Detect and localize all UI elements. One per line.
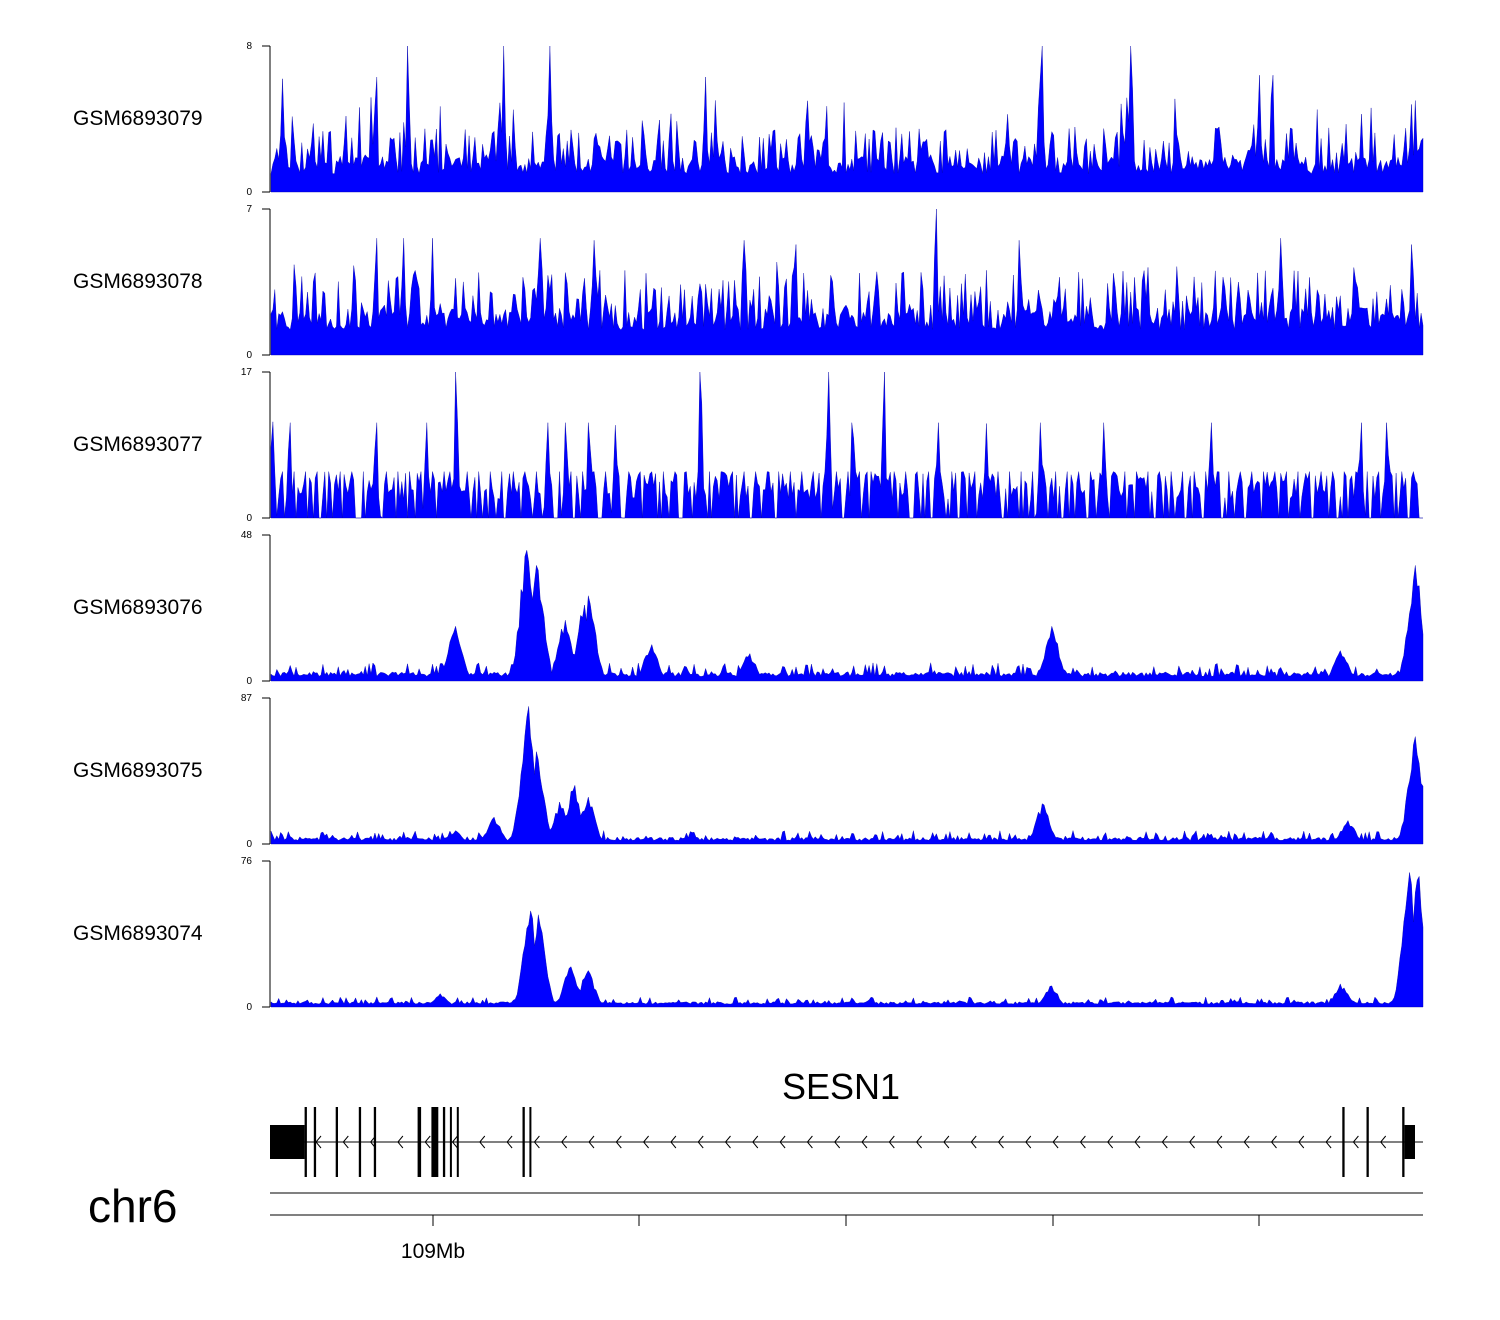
- exon-block: [522, 1107, 525, 1177]
- y-min-label: 0: [246, 350, 252, 361]
- exon-blocks: [270, 1107, 1415, 1177]
- strand-arrow: [670, 1135, 677, 1149]
- strand-arrow: [1052, 1135, 1059, 1149]
- exon-block: [270, 1125, 305, 1159]
- track-gsm6893076: GSM6893076 48 0: [73, 530, 1424, 687]
- axis-tick-label: 109Mb: [401, 1240, 465, 1263]
- strand-arrow: [1134, 1135, 1141, 1149]
- y-max-label: 8: [246, 41, 252, 52]
- strand-arrow: [1352, 1135, 1359, 1149]
- strand-arrow: [697, 1135, 704, 1149]
- signal-area: [270, 872, 1424, 1008]
- strand-arrow: [779, 1135, 786, 1149]
- y-min-label: 0: [246, 513, 252, 524]
- exon-block: [1342, 1107, 1345, 1177]
- strand-arrow: [752, 1135, 759, 1149]
- strand-arrow: [1107, 1135, 1114, 1149]
- strand-arrow: [506, 1135, 513, 1149]
- strand-arrow: [915, 1135, 922, 1149]
- exon-block: [373, 1107, 377, 1177]
- y-min-label: 0: [246, 1002, 252, 1013]
- exon-block: [335, 1107, 338, 1177]
- signal-area: [270, 706, 1424, 845]
- strand-arrow: [1270, 1135, 1277, 1149]
- gene-track: SESN1: [270, 1066, 1423, 1177]
- signal-area: [270, 550, 1424, 682]
- exon-block: [1404, 1125, 1415, 1159]
- strand-arrow: [724, 1135, 731, 1149]
- strand-arrow: [561, 1135, 568, 1149]
- strand-arrow: [451, 1135, 458, 1149]
- y-max-label: 87: [241, 693, 253, 704]
- exon-block: [442, 1107, 446, 1177]
- strand-arrow: [1243, 1135, 1250, 1149]
- strand-arrow: [888, 1135, 895, 1149]
- exon-block: [529, 1107, 532, 1177]
- strand-arrow: [424, 1135, 431, 1149]
- track-label: GSM6893076: [73, 596, 203, 619]
- strand-arrow: [970, 1135, 977, 1149]
- strand-arrow: [397, 1135, 404, 1149]
- exon-block: [358, 1107, 362, 1177]
- strand-arrow: [943, 1135, 950, 1149]
- strand-arrow: [642, 1135, 649, 1149]
- strand-arrow: [806, 1135, 813, 1149]
- exon-block: [456, 1107, 459, 1177]
- y-min-label: 0: [246, 676, 252, 687]
- exon-block: [1402, 1107, 1405, 1177]
- track-label: GSM6893074: [73, 922, 203, 945]
- y-min-label: 0: [246, 187, 252, 198]
- strand-arrow: [615, 1135, 622, 1149]
- genome-axis: chr6 109Mb: [88, 1180, 1423, 1263]
- exon-block: [449, 1107, 452, 1177]
- track-gsm6893078: GSM6893078 7 0: [73, 204, 1424, 361]
- exon-block: [304, 1107, 307, 1177]
- strand-arrow: [1025, 1135, 1032, 1149]
- strand-arrow: [1380, 1135, 1387, 1149]
- strand-arrow: [533, 1135, 540, 1149]
- y-max-label: 48: [241, 530, 253, 541]
- strand-arrow: [1079, 1135, 1086, 1149]
- track-label: GSM6893077: [73, 433, 203, 456]
- signal-area: [270, 45, 1424, 193]
- strand-arrow: [1216, 1135, 1223, 1149]
- strand-arrow: [342, 1135, 349, 1149]
- track-gsm6893074: GSM6893074 76 0: [73, 856, 1424, 1013]
- track-gsm6893079: GSM6893079 8 0: [73, 41, 1424, 198]
- y-max-label: 17: [241, 367, 253, 378]
- strand-arrow: [588, 1135, 595, 1149]
- gene-name: SESN1: [782, 1066, 900, 1107]
- strand-arrow: [479, 1135, 486, 1149]
- track-gsm6893077: GSM6893077 17 0: [73, 367, 1423, 524]
- strand-arrow: [1161, 1135, 1168, 1149]
- exon-block: [313, 1107, 317, 1177]
- exon-block: [417, 1107, 422, 1177]
- exon-block: [1366, 1107, 1369, 1177]
- strand-arrow: [834, 1135, 841, 1149]
- chromosome-label: chr6: [88, 1180, 177, 1232]
- strand-arrow: [1325, 1135, 1332, 1149]
- signal-area: [270, 371, 1423, 519]
- y-max-label: 76: [241, 856, 253, 867]
- strand-arrow: [1188, 1135, 1195, 1149]
- signal-area: [270, 208, 1424, 356]
- strand-arrows: [315, 1135, 1387, 1149]
- track-gsm6893075: GSM6893075 87 0: [73, 693, 1424, 850]
- exon-block: [431, 1107, 439, 1177]
- strand-arrow: [861, 1135, 868, 1149]
- y-min-label: 0: [246, 839, 252, 850]
- y-max-label: 7: [246, 204, 252, 215]
- track-label: GSM6893078: [73, 270, 203, 293]
- strand-arrow: [1298, 1135, 1305, 1149]
- strand-arrow: [997, 1135, 1004, 1149]
- track-label: GSM6893075: [73, 759, 203, 782]
- track-label: GSM6893079: [73, 107, 203, 130]
